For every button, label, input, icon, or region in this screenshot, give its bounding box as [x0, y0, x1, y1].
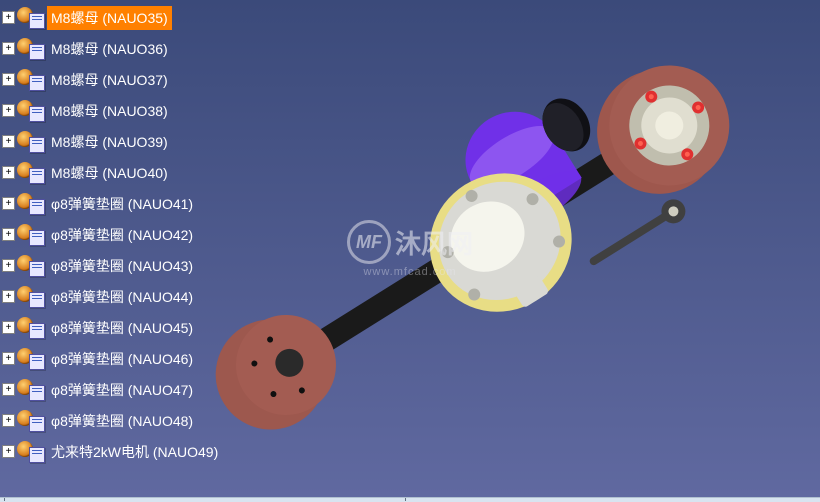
watermark-logo-icon: MF [347, 220, 391, 264]
watermark-logo-text: 沐风网 [395, 224, 473, 261]
3d-viewport[interactable]: MF 沐风网 www.mfcad.com + M8螺母 (NAUO35) + M8螺母… [0, 0, 820, 498]
part-icon [17, 100, 45, 122]
tree-item[interactable]: + φ8弹簧垫圈 (NAUO43) [0, 250, 260, 281]
part-icon [17, 286, 45, 308]
part-icon [17, 317, 45, 339]
watermark: MF 沐风网 www.mfcad.com [347, 220, 473, 278]
part-icon [17, 131, 45, 153]
tree-item-label[interactable]: φ8弹簧垫圈 (NAUO43) [47, 254, 197, 278]
part-icon [17, 255, 45, 277]
tree-item-label[interactable]: 尤来特2kW电机 (NAUO49) [47, 440, 222, 464]
expand-icon[interactable]: + [2, 11, 15, 24]
tree-item-label[interactable]: φ8弹簧垫圈 (NAUO46) [47, 347, 197, 371]
tree-item-label[interactable]: φ8弹簧垫圈 (NAUO45) [47, 316, 197, 340]
tree-item[interactable]: + φ8弹簧垫圈 (NAUO41) [0, 188, 260, 219]
expand-icon[interactable]: + [2, 290, 15, 303]
tree-item[interactable]: + M8螺母 (NAUO35) [0, 2, 260, 33]
part-icon [17, 410, 45, 432]
part-icon [17, 379, 45, 401]
expand-icon[interactable]: + [2, 321, 15, 334]
expand-icon[interactable]: + [2, 166, 15, 179]
tree-item-label[interactable]: M8螺母 (NAUO39) [47, 130, 172, 154]
tree-item[interactable]: + φ8弹簧垫圈 (NAUO45) [0, 312, 260, 343]
expand-icon[interactable]: + [2, 42, 15, 55]
expand-icon[interactable]: + [2, 228, 15, 241]
expand-icon[interactable]: + [2, 445, 15, 458]
tree-item[interactable]: + M8螺母 (NAUO40) [0, 157, 260, 188]
tree-item-label[interactable]: φ8弹簧垫圈 (NAUO47) [47, 378, 197, 402]
tree-item[interactable]: + M8螺母 (NAUO37) [0, 64, 260, 95]
tree-item-label[interactable]: M8螺母 (NAUO35) [47, 6, 172, 30]
tree-item-label[interactable]: φ8弹簧垫圈 (NAUO41) [47, 192, 197, 216]
tree-item-label[interactable]: φ8弹簧垫圈 (NAUO44) [47, 285, 197, 309]
tree-item[interactable]: + M8螺母 (NAUO38) [0, 95, 260, 126]
expand-icon[interactable]: + [2, 73, 15, 86]
tree-item[interactable]: + M8螺母 (NAUO39) [0, 126, 260, 157]
part-icon [17, 348, 45, 370]
expand-icon[interactable]: + [2, 383, 15, 396]
tree-item[interactable]: + φ8弹簧垫圈 (NAUO47) [0, 374, 260, 405]
expand-icon[interactable]: + [2, 104, 15, 117]
tree-item-label[interactable]: M8螺母 (NAUO37) [47, 68, 172, 92]
tree-item[interactable]: + φ8弹簧垫圈 (NAUO42) [0, 219, 260, 250]
part-icon [17, 162, 45, 184]
expand-icon[interactable]: + [2, 197, 15, 210]
expand-icon[interactable]: + [2, 259, 15, 272]
expand-icon[interactable]: + [2, 135, 15, 148]
tree-item[interactable]: + φ8弹簧垫圈 (NAUO44) [0, 281, 260, 312]
part-icon [17, 69, 45, 91]
watermark-url: www.mfcad.com [347, 266, 473, 278]
status-bar [0, 497, 820, 502]
part-icon [17, 38, 45, 60]
specification-tree[interactable]: + M8螺母 (NAUO35) + M8螺母 (NAUO36) + M8螺母 (NAUO3… [0, 2, 260, 467]
tree-item[interactable]: + M8螺母 (NAUO36) [0, 33, 260, 64]
part-icon [17, 193, 45, 215]
tree-item[interactable]: + φ8弹簧垫圈 (NAUO46) [0, 343, 260, 374]
tree-item-label[interactable]: M8螺母 (NAUO38) [47, 99, 172, 123]
tree-item-label[interactable]: M8螺母 (NAUO40) [47, 161, 172, 185]
tree-item-label[interactable]: φ8弹簧垫圈 (NAUO48) [47, 409, 197, 433]
expand-icon[interactable]: + [2, 414, 15, 427]
tree-item[interactable]: + φ8弹簧垫圈 (NAUO48) [0, 405, 260, 436]
tree-item-label[interactable]: M8螺母 (NAUO36) [47, 37, 172, 61]
tree-item[interactable]: + 尤来特2kW电机 (NAUO49) [0, 436, 260, 467]
tree-item-label[interactable]: φ8弹簧垫圈 (NAUO42) [47, 223, 197, 247]
expand-icon[interactable]: + [2, 352, 15, 365]
part-icon [17, 224, 45, 246]
part-icon [17, 441, 45, 463]
part-icon [17, 7, 45, 29]
